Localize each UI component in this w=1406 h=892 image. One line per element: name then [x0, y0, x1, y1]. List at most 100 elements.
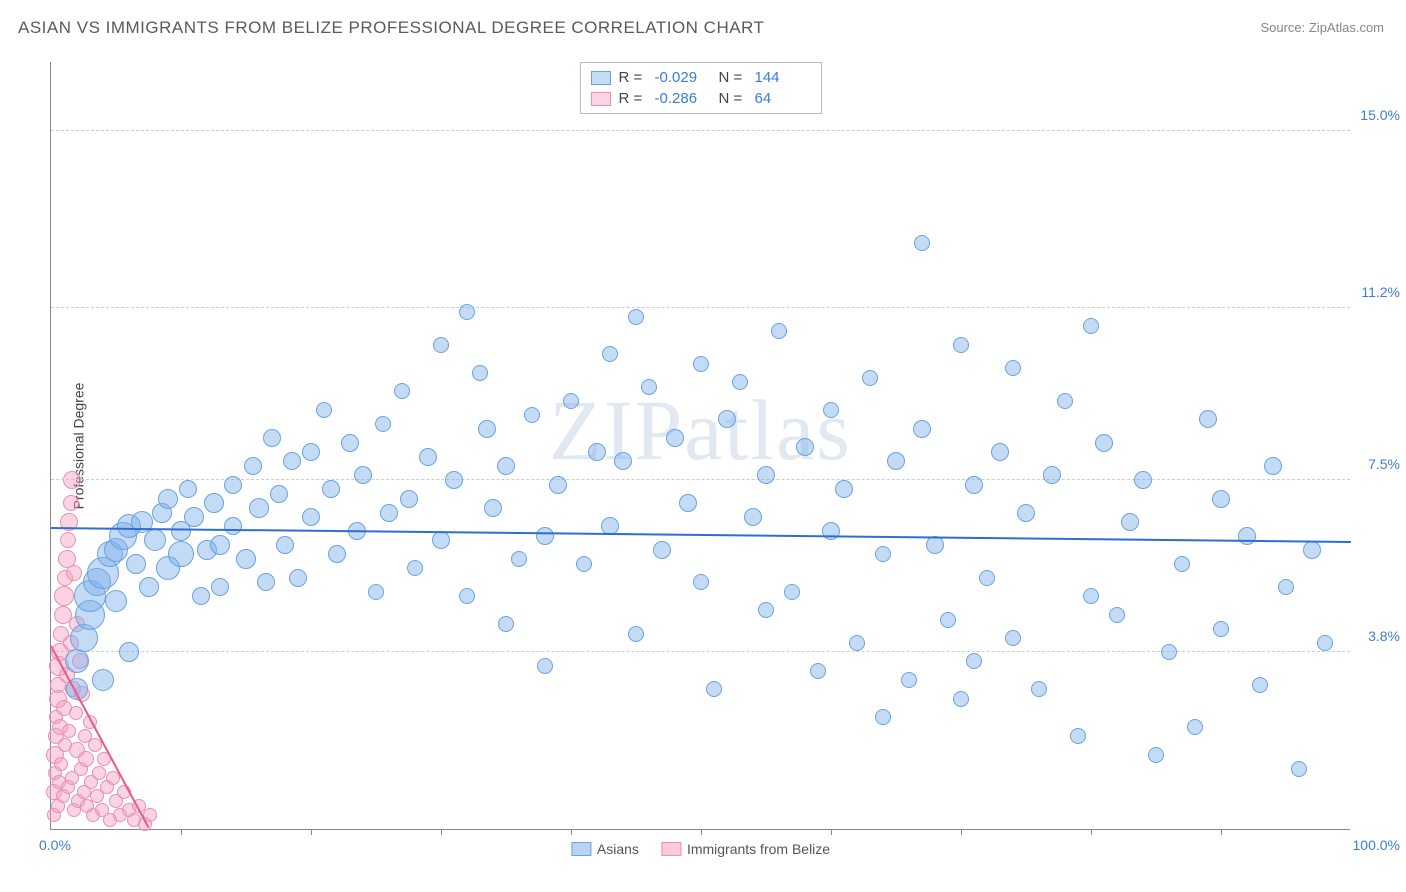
point-asians — [270, 485, 288, 503]
point-asians — [979, 570, 995, 586]
y-axis-label: Professional Degree — [70, 382, 86, 509]
legend-item-belize: Immigrants from Belize — [661, 841, 830, 857]
x-tick — [441, 829, 442, 835]
point-asians — [498, 616, 514, 632]
point-asians — [433, 337, 449, 353]
point-asians — [823, 402, 839, 418]
point-asians — [757, 466, 775, 484]
point-asians — [1095, 434, 1113, 452]
legend-n-value-belize: 64 — [755, 90, 811, 107]
legend-item-asians: Asians — [571, 841, 639, 857]
point-asians — [1134, 471, 1152, 489]
point-asians — [445, 471, 463, 489]
point-asians — [953, 337, 969, 353]
point-asians — [524, 407, 540, 423]
point-asians — [549, 476, 567, 494]
x-tick — [831, 829, 832, 835]
x-axis-max-label: 100.0% — [1353, 837, 1400, 853]
point-asians — [666, 429, 684, 447]
point-asians — [653, 541, 671, 559]
point-asians — [210, 535, 230, 555]
point-asians — [1264, 457, 1282, 475]
point-asians — [771, 323, 787, 339]
gridline-h — [51, 130, 1350, 131]
point-asians — [849, 635, 865, 651]
point-asians — [1303, 541, 1321, 559]
point-asians — [835, 480, 853, 498]
point-asians — [602, 346, 618, 362]
scatter-chart: Professional Degree ZIPatlas R = -0.029 … — [50, 62, 1350, 830]
point-asians — [758, 602, 774, 618]
point-belize — [54, 586, 74, 606]
point-asians — [1057, 393, 1073, 409]
x-tick — [701, 829, 702, 835]
point-asians — [940, 612, 956, 628]
point-asians — [407, 560, 423, 576]
point-asians — [1005, 630, 1021, 646]
point-asians — [1213, 621, 1229, 637]
series-legend: Asians Immigrants from Belize — [571, 841, 830, 857]
point-asians — [459, 304, 475, 320]
point-asians — [249, 498, 269, 518]
point-asians — [875, 546, 891, 562]
point-asians — [1212, 490, 1230, 508]
point-asians — [257, 573, 275, 591]
point-belize — [66, 565, 82, 581]
point-asians — [1031, 681, 1047, 697]
point-asians — [1017, 504, 1035, 522]
point-asians — [965, 476, 983, 494]
point-asians — [614, 452, 632, 470]
point-asians — [706, 681, 722, 697]
point-asians — [991, 443, 1009, 461]
point-asians — [354, 466, 372, 484]
point-asians — [289, 569, 307, 587]
point-belize — [63, 495, 79, 511]
point-asians — [419, 448, 437, 466]
legend-swatch-icon — [661, 842, 681, 856]
gridline-h — [51, 307, 1350, 308]
point-asians — [302, 508, 320, 526]
point-asians — [478, 420, 496, 438]
point-asians — [126, 554, 146, 574]
point-asians — [316, 402, 332, 418]
point-asians — [394, 383, 410, 399]
point-belize — [54, 757, 68, 771]
point-belize — [63, 471, 81, 489]
point-asians — [380, 504, 398, 522]
point-asians — [1083, 588, 1099, 604]
point-asians — [204, 493, 224, 513]
legend-n-label: N = — [719, 69, 747, 86]
point-asians — [628, 309, 644, 325]
y-tick-label: 3.8% — [1356, 628, 1400, 644]
point-asians — [693, 574, 709, 590]
source-attribution: Source: ZipAtlas.com — [1260, 20, 1384, 35]
point-asians — [263, 429, 281, 447]
point-asians — [1252, 677, 1268, 693]
point-asians — [1148, 747, 1164, 763]
point-asians — [459, 588, 475, 604]
x-tick — [571, 829, 572, 835]
gridline-h — [51, 651, 1350, 652]
point-asians — [1161, 644, 1177, 660]
point-asians — [472, 365, 488, 381]
legend-label-belize: Immigrants from Belize — [687, 841, 830, 857]
legend-label-asians: Asians — [597, 841, 639, 857]
point-belize — [62, 724, 76, 738]
point-asians — [1187, 719, 1203, 735]
point-asians — [144, 529, 166, 551]
x-tick — [1091, 829, 1092, 835]
point-asians — [718, 410, 736, 428]
point-asians — [628, 626, 644, 642]
x-tick — [181, 829, 182, 835]
point-asians — [328, 545, 346, 563]
point-asians — [139, 577, 159, 597]
point-asians — [901, 672, 917, 688]
chart-title: ASIAN VS IMMIGRANTS FROM BELIZE PROFESSI… — [18, 18, 764, 38]
point-asians — [953, 691, 969, 707]
point-asians — [224, 517, 242, 535]
point-asians — [887, 452, 905, 470]
point-asians — [1109, 607, 1125, 623]
point-asians — [368, 584, 384, 600]
trendline — [51, 527, 1351, 543]
point-asians — [914, 235, 930, 251]
